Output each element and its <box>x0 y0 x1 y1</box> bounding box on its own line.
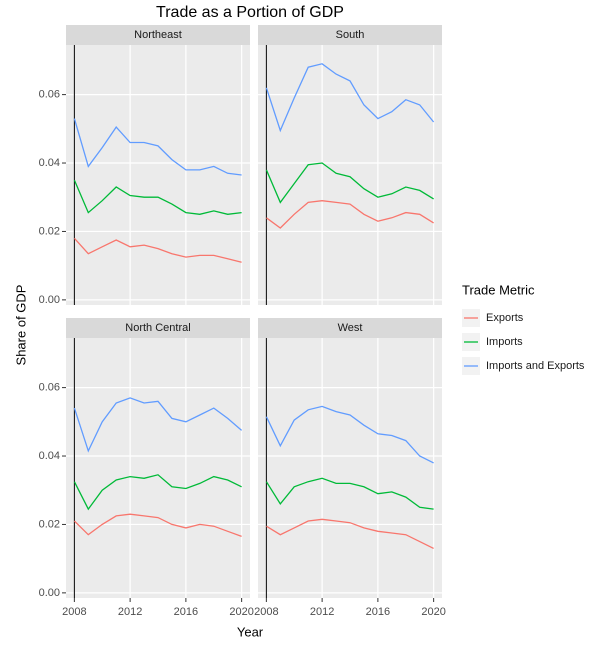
panel-background <box>258 338 442 598</box>
y-tick-label: 0.06 <box>39 89 60 101</box>
legend-label: Imports and Exports <box>486 360 585 372</box>
data-line <box>265 63 435 133</box>
data-line <box>265 162 434 204</box>
y-tick-label: 0.00 <box>39 587 60 599</box>
y-tick-label: 0.02 <box>39 518 60 530</box>
x-tick-label: 2020 <box>421 606 445 618</box>
data-line <box>266 518 434 549</box>
y-tick-label: 0.02 <box>39 225 60 237</box>
panel-background <box>258 45 442 305</box>
y-tick-label: 0.04 <box>39 157 60 169</box>
x-tick-label: 2016 <box>366 606 390 618</box>
x-tick-label: 2008 <box>62 606 86 618</box>
data-line <box>73 237 242 263</box>
legend-label: Exports <box>486 312 524 324</box>
legend-title: Trade Metric <box>462 282 535 297</box>
x-tick-label: 2012 <box>310 606 334 618</box>
facet-title: Northeast <box>134 29 182 41</box>
facet-strip <box>258 25 442 45</box>
x-axis-label: Year <box>237 624 264 639</box>
x-tick-label: 2012 <box>118 606 142 618</box>
data-line <box>73 513 242 538</box>
y-tick-label: 0.00 <box>39 294 60 306</box>
data-line <box>265 477 434 510</box>
data-line <box>266 200 434 229</box>
data-line <box>73 397 243 453</box>
data-line <box>265 405 434 464</box>
y-tick-label: 0.06 <box>39 382 60 394</box>
facet-strip <box>66 318 250 338</box>
facet-title: North Central <box>125 322 190 334</box>
data-line <box>73 118 242 176</box>
x-tick-label: 2016 <box>174 606 198 618</box>
data-line <box>73 474 242 511</box>
y-axis-label: Share of GDP <box>13 285 28 366</box>
y-tick-label: 0.04 <box>39 450 60 462</box>
facet-title: South <box>336 29 365 41</box>
panel-background <box>66 338 250 598</box>
legend-label: Imports <box>486 336 523 348</box>
facet-title: West <box>338 322 363 334</box>
data-line <box>73 179 242 215</box>
x-tick-label: 2020 <box>229 606 253 618</box>
chart-title: Trade as a Portion of GDP <box>156 4 344 21</box>
facet-strip <box>66 25 250 45</box>
panel-background <box>66 45 250 305</box>
x-tick-label: 2008 <box>254 606 278 618</box>
facet-strip <box>258 318 442 338</box>
